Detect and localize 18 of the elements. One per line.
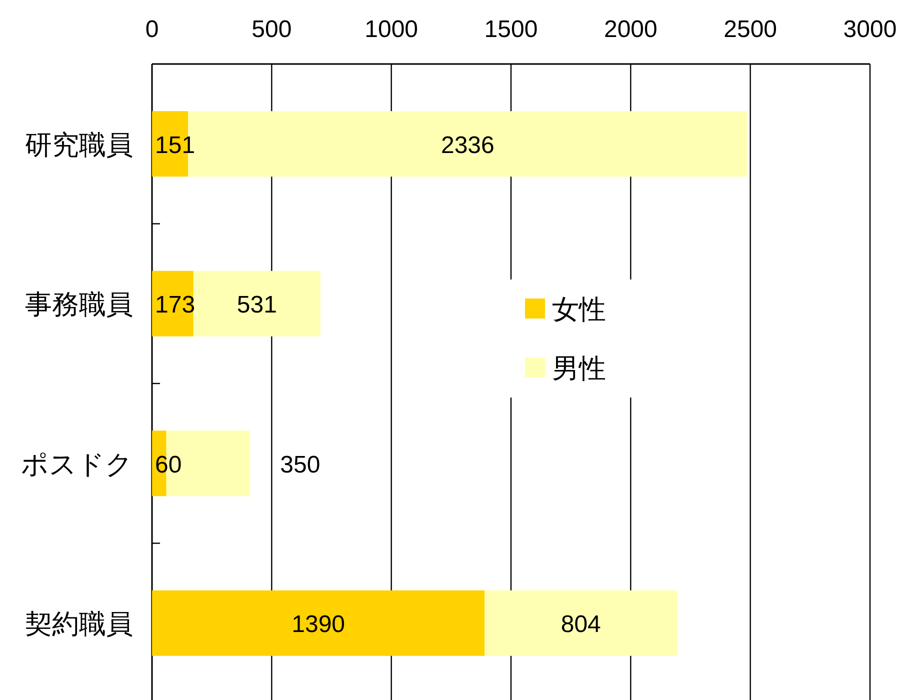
data-label: 804 bbox=[560, 611, 601, 638]
data-label: 1390 bbox=[292, 611, 346, 638]
data-label: 350 bbox=[280, 451, 320, 478]
tick-label: 2500 bbox=[724, 16, 778, 43]
tick-label: 2000 bbox=[604, 16, 658, 43]
category-label: 契約職員 bbox=[25, 609, 133, 640]
data-label: 2336 bbox=[440, 132, 494, 159]
tick-label: 1500 bbox=[484, 16, 538, 43]
tick-label: 500 bbox=[252, 16, 292, 43]
tick-label: 3000 bbox=[843, 16, 897, 43]
legend-label: 男性 bbox=[552, 354, 606, 384]
tick-label: 1000 bbox=[364, 16, 418, 43]
category-label: 事務職員 bbox=[25, 290, 133, 320]
category-label: ポスドク bbox=[21, 449, 133, 480]
category-label: 研究職員 bbox=[25, 130, 133, 160]
tick-label: 0 bbox=[145, 16, 159, 43]
data-label: 531 bbox=[236, 292, 277, 319]
legend-label: 女性 bbox=[552, 294, 606, 324]
